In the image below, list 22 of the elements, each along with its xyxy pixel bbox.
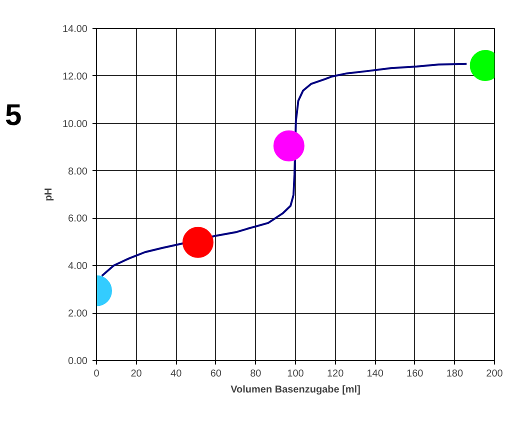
y-tick-label: 8.00 (68, 166, 88, 178)
x-axis-title: Volumen Basenzugabe [ml] (230, 384, 360, 396)
y-tick-label: 14.00 (62, 24, 88, 35)
x-tick-label: 180 (446, 368, 464, 380)
y-tick-label: 6.00 (68, 214, 88, 225)
y-tick-label: 2.00 (68, 308, 88, 320)
y-tick-label: 12.00 (62, 71, 88, 82)
y-axis-title: pH (43, 188, 54, 202)
x-tick-label: 160 (406, 368, 424, 380)
x-tick-label: 0 (94, 368, 100, 380)
x-tick-label: 80 (250, 368, 262, 380)
x-tick-label: 20 (130, 368, 142, 380)
y-tick-label: 10.00 (62, 118, 88, 130)
y-tick-label: 4.00 (68, 261, 88, 272)
x-tick-label: 60 (210, 368, 222, 380)
y-tick-label: 0.00 (68, 356, 88, 367)
text: 5 (5, 98, 22, 134)
x-tick-label: 200 (486, 368, 504, 380)
x-tick-label: 100 (287, 368, 304, 380)
x-tick-label: 140 (366, 368, 384, 380)
x-tick-label: 120 (326, 368, 344, 380)
x-tick-label: 40 (170, 368, 182, 380)
